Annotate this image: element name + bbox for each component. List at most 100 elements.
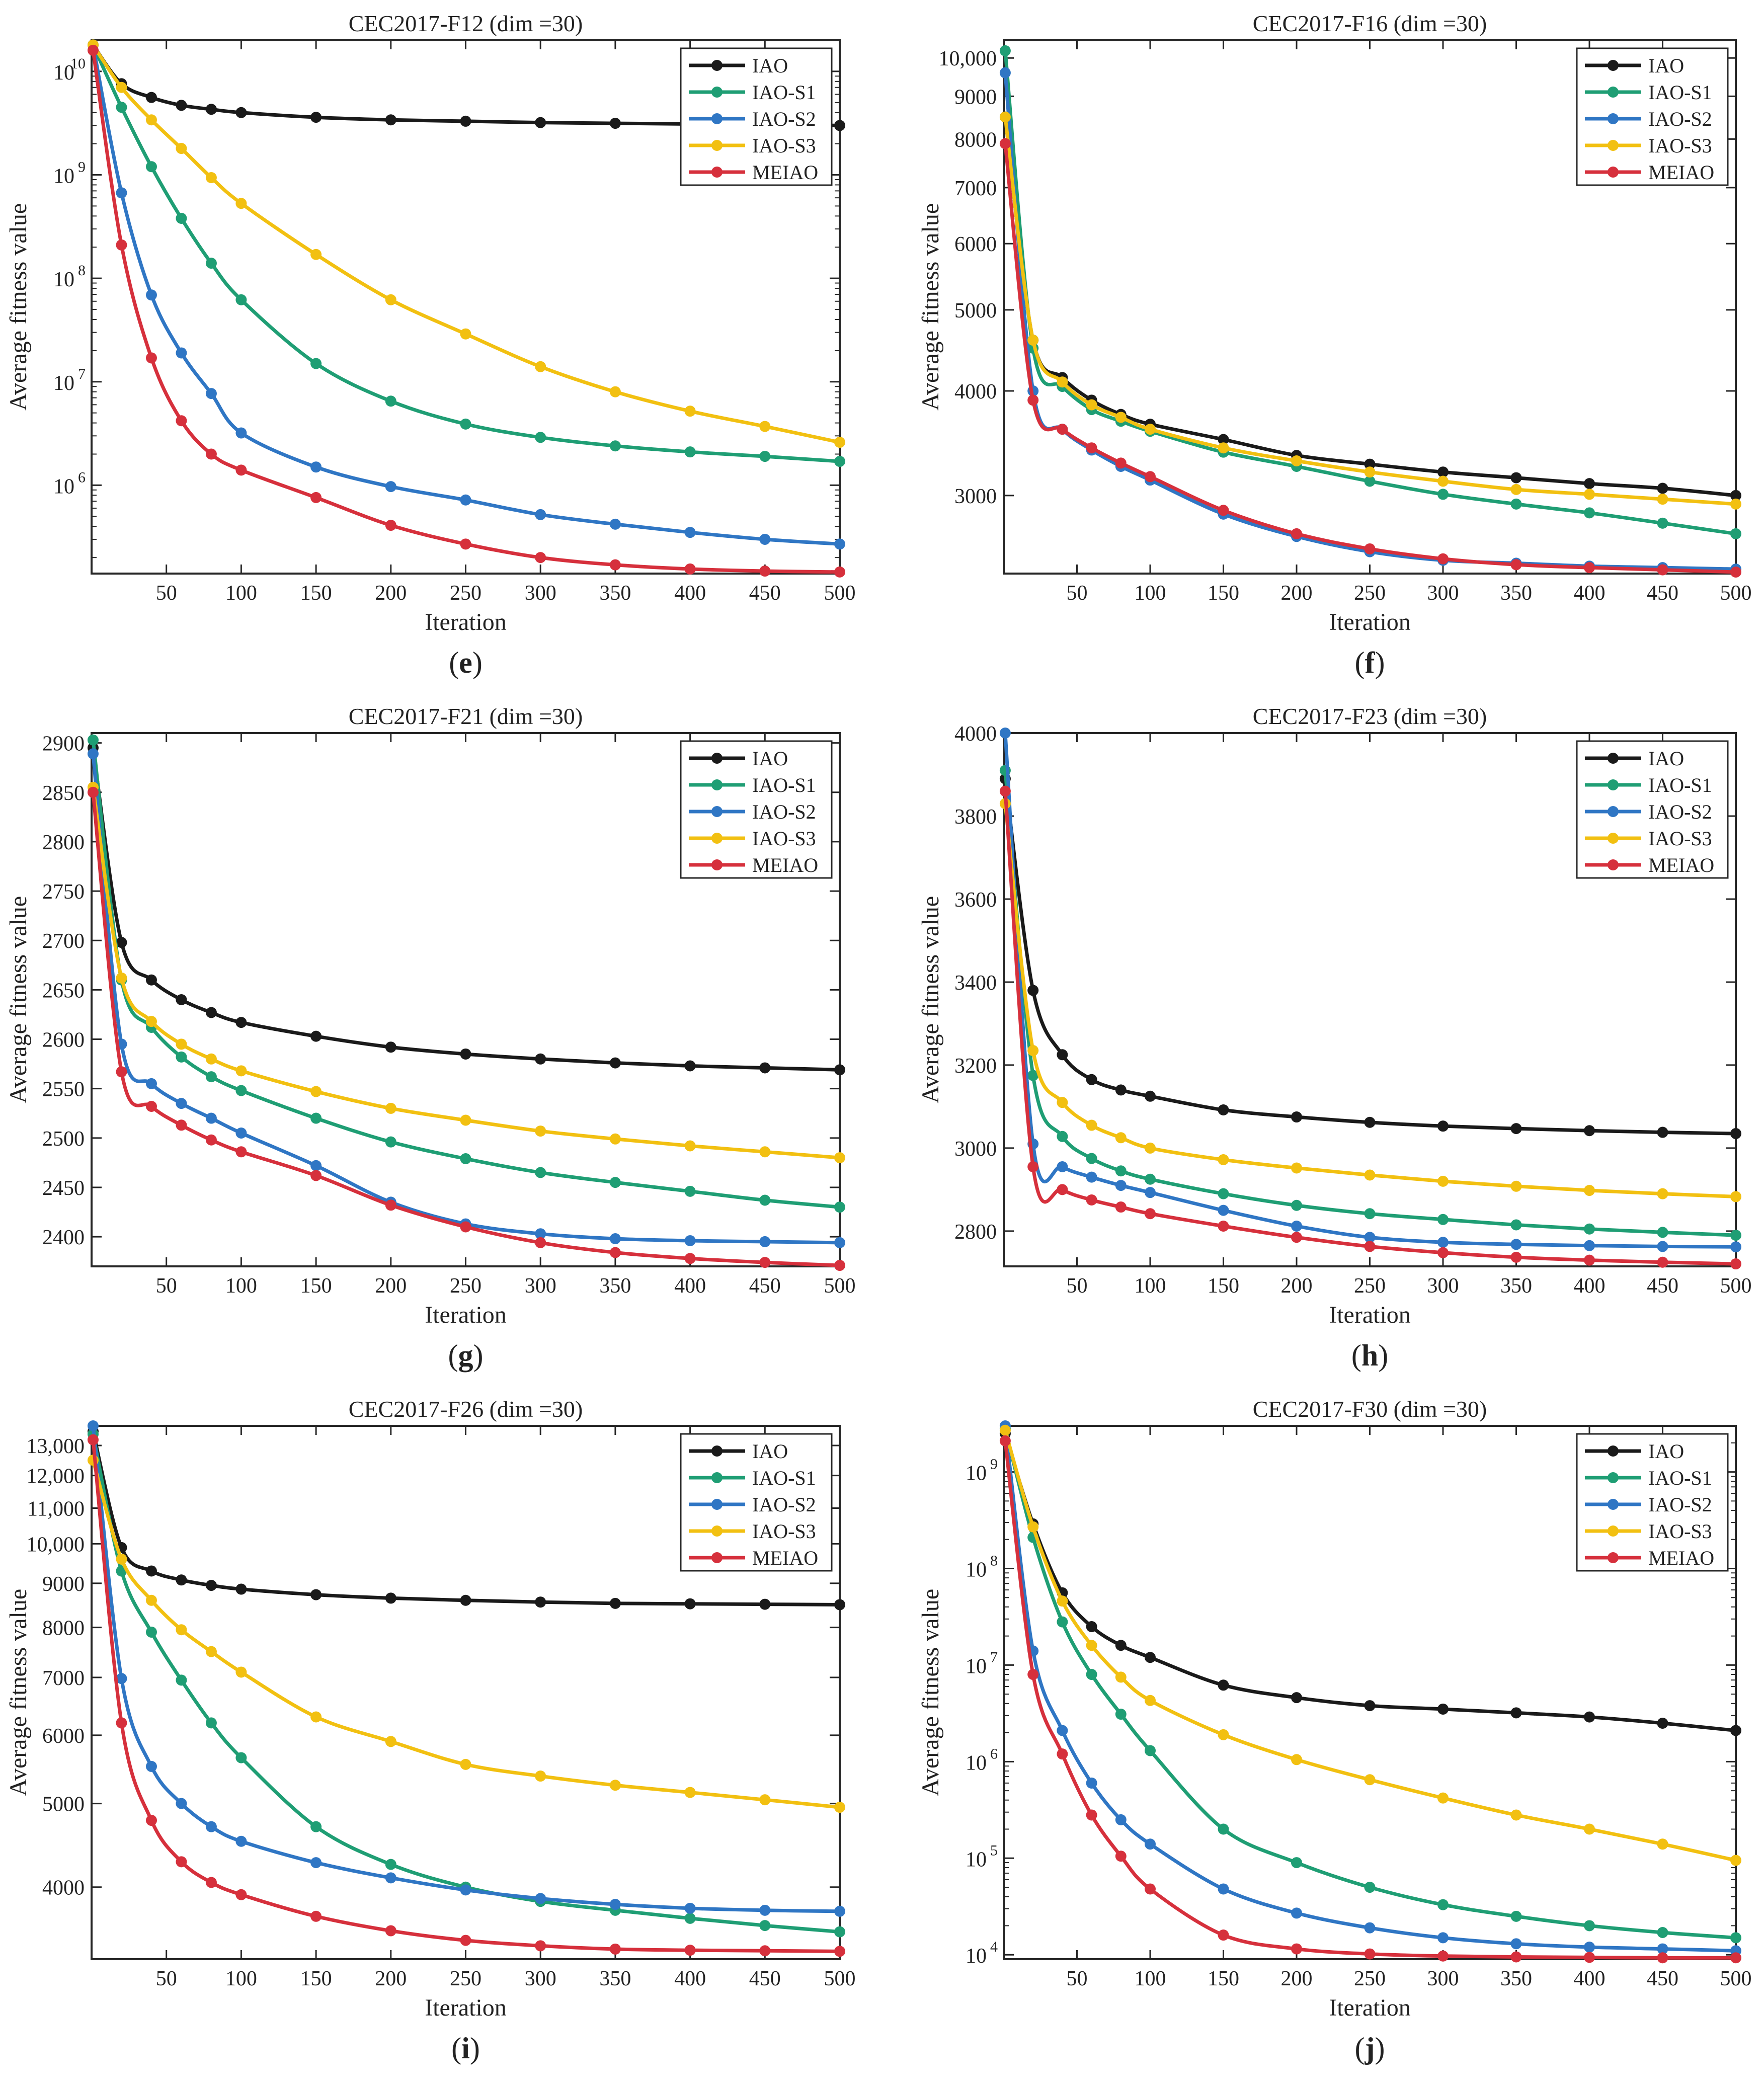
data-point-iao [176,100,187,111]
data-point-iao-s2 [1291,1220,1302,1232]
chart-panel-i: CEC2017-F26 (dim =30) 50 100 150 200 250 300 35… [5,1396,856,2065]
data-point-iao-s3 [1510,484,1522,495]
data-point-meiao [460,1221,471,1233]
data-point-iao-s1 [205,1071,217,1083]
series-group [87,734,845,1271]
data-point-iao-s3 [1730,1191,1741,1202]
data-point-meiao [310,1170,322,1181]
data-point-meiao [235,1146,247,1158]
data-point-iao-s1 [1437,1899,1449,1910]
legend-swatch-marker [711,87,723,98]
legend-swatch-marker [1608,833,1619,844]
data-point-iao-s3 [460,1758,471,1770]
data-point-iao-s1 [1218,1823,1229,1835]
data-point-iao [535,1596,546,1608]
series-line-meiao [91,1439,840,1953]
x-tick-label: 350 [1500,1967,1532,1990]
legend-swatch-marker [1608,1472,1619,1483]
series-line-iao-s1 [91,740,840,1209]
legend-label: IAO-S2 [752,1493,816,1516]
data-point-meiao [385,520,396,531]
data-point-iao-s1 [684,446,696,458]
data-point-iao-s2 [535,1228,546,1240]
y-tick-label: 13,000 [27,1435,85,1458]
data-point-iao-s3 [609,1133,621,1145]
data-point-iao-s2 [145,1760,157,1772]
data-point-iao [235,1017,247,1028]
data-point-meiao [1657,1256,1668,1268]
data-point-meiao [116,1717,127,1729]
x-tick-label: 400 [1574,582,1606,605]
data-point-meiao [999,785,1011,797]
data-point-iao-s2 [235,1835,247,1847]
data-point-iao-s2 [87,748,99,760]
data-point-iao-s2 [1584,1942,1595,1953]
data-point-meiao [609,559,621,571]
data-point-meiao [759,1257,771,1268]
data-point-iao-s1 [759,1194,771,1206]
y-tick-label-exponent: 7 [990,1649,998,1665]
data-point-iao [1115,1640,1127,1651]
x-tick-label: 450 [1647,1967,1678,1990]
data-point-meiao [176,415,187,427]
x-tick-label: 50 [1067,1967,1088,1990]
data-point-iao [176,994,187,1005]
x-tick-label: 200 [375,1967,407,1990]
data-point-iao-s2 [609,1899,621,1910]
data-point-iao-s1 [1730,528,1741,539]
y-tick-label: 2450 [42,1177,85,1200]
y-tick-label: 2800 [954,1221,997,1244]
chart-title: CEC2017-F26 (dim =30) [349,1396,583,1422]
y-tick-label: 10 [53,268,74,291]
data-point-iao-s3 [460,1114,471,1126]
data-point-iao [1218,1679,1229,1691]
data-point-iao-s2 [535,1893,546,1904]
x-tick-label: 150 [300,582,332,605]
data-point-meiao [1218,505,1229,516]
data-point-iao [310,1030,322,1042]
y-axis: 2400 2450 2500 2550 2600 2650 2700 2750 2800 2850… [42,733,840,1249]
data-point-iao-s3 [1657,1838,1668,1850]
legend-label: IAO-S2 [752,800,816,823]
legend-swatch-marker [711,753,723,764]
y-tick-label: 7000 [42,1667,85,1690]
data-point-iao [385,1041,396,1053]
x-axis-label: Iteration [425,1302,507,1328]
data-point-meiao [1730,1952,1741,1964]
data-point-meiao [1584,1254,1595,1266]
data-point-iao-s1 [1584,1223,1595,1235]
data-point-iao-s3 [609,1780,621,1791]
x-tick-label: 300 [1427,582,1459,605]
data-point-iao-s1 [1145,1173,1156,1185]
y-tick-label: 4000 [42,1877,85,1900]
y-tick-label: 11,000 [27,1497,85,1520]
x-tick-label: 450 [749,1967,781,1990]
data-point-iao-s3 [684,1140,696,1152]
data-point-iao-s3 [235,1065,247,1077]
legend-label: MEIAO [1648,161,1714,184]
data-point-iao [684,1598,696,1610]
data-point-iao-s1 [1364,1882,1376,1893]
data-point-iao-s2 [116,1673,127,1684]
data-point-iao-s2 [1437,1932,1449,1944]
data-point-iao-s2 [1115,1180,1127,1191]
data-point-iao-s3 [1657,494,1668,505]
data-point-meiao [1510,1951,1522,1963]
data-point-iao-s1 [1115,1165,1127,1177]
data-point-iao-s3 [1145,1695,1156,1706]
x-axis: 50 100 150 200 250 300 350 400 450 500 [1067,40,1752,605]
data-point-iao [310,112,322,123]
data-point-iao-s3 [759,1794,771,1806]
data-point-iao [205,1580,217,1591]
data-point-iao-s1 [609,440,621,452]
data-point-iao [385,114,396,126]
data-point-iao-s1 [535,1167,546,1178]
data-point-iao-s1 [460,1153,471,1165]
data-point-iao-s1 [460,418,471,430]
x-tick-label: 400 [1574,1967,1606,1990]
legend-label: IAO-S1 [1648,1467,1712,1489]
data-point-iao [1730,1128,1741,1140]
data-point-iao [1657,1717,1668,1729]
